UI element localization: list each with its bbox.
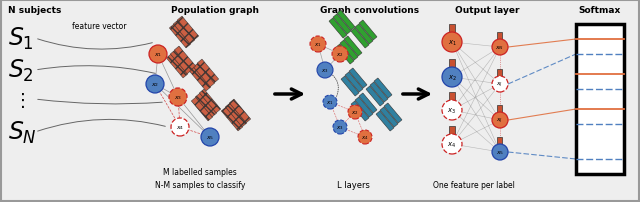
Polygon shape [225, 104, 246, 127]
Circle shape [492, 144, 508, 160]
Polygon shape [221, 108, 243, 131]
Polygon shape [174, 47, 196, 70]
Text: $x_5$: $x_5$ [496, 148, 504, 156]
Polygon shape [351, 101, 369, 121]
Polygon shape [170, 51, 191, 75]
Polygon shape [366, 86, 384, 106]
Bar [449, 25, 455, 33]
Text: $x_j$: $x_j$ [497, 80, 504, 89]
Text: $x_1$: $x_1$ [314, 41, 322, 49]
Polygon shape [191, 98, 212, 121]
Circle shape [317, 63, 333, 79]
Circle shape [492, 77, 508, 93]
Circle shape [146, 76, 164, 94]
Polygon shape [193, 64, 214, 87]
Text: $x_j$: $x_j$ [497, 116, 504, 125]
Polygon shape [344, 37, 362, 57]
Polygon shape [329, 19, 347, 39]
Polygon shape [345, 73, 363, 93]
Polygon shape [355, 98, 373, 117]
Text: $x_2$: $x_2$ [151, 81, 159, 88]
Text: $S_1$: $S_1$ [8, 26, 34, 52]
Text: $\vdots$: $\vdots$ [13, 90, 25, 109]
Bar [497, 105, 502, 112]
Circle shape [442, 68, 462, 87]
Polygon shape [189, 68, 211, 92]
Polygon shape [349, 69, 367, 89]
Circle shape [310, 37, 326, 53]
Polygon shape [351, 29, 369, 49]
Text: L layers: L layers [337, 180, 369, 189]
Polygon shape [384, 103, 402, 123]
Circle shape [333, 120, 347, 134]
Circle shape [348, 105, 362, 119]
Text: M labelled samples
N-M samples to classify: M labelled samples N-M samples to classi… [155, 168, 245, 189]
Bar [449, 126, 455, 134]
Polygon shape [376, 112, 394, 131]
Text: $x_5$: $x_5$ [206, 133, 214, 141]
Polygon shape [340, 41, 358, 61]
Text: $x_4$: $x_4$ [361, 133, 369, 141]
Text: Output layer: Output layer [455, 6, 519, 15]
Bar [449, 93, 455, 101]
Text: $x_3$: $x_3$ [336, 123, 344, 131]
Text: One feature per label: One feature per label [433, 180, 515, 189]
Polygon shape [195, 94, 217, 117]
Text: Softmax: Softmax [579, 6, 621, 15]
Polygon shape [341, 77, 359, 97]
Polygon shape [229, 100, 251, 123]
Polygon shape [336, 45, 354, 65]
Text: $S_2$: $S_2$ [8, 58, 34, 84]
Text: $x_3$: $x_3$ [447, 106, 456, 115]
Text: $x_4$: $x_4$ [176, 123, 184, 131]
Text: Population graph: Population graph [171, 6, 259, 15]
Text: feature vector: feature vector [72, 22, 127, 31]
Polygon shape [355, 25, 373, 45]
Polygon shape [380, 107, 398, 127]
Text: $x_2$: $x_2$ [336, 51, 344, 59]
Text: $x_4$: $x_4$ [447, 140, 456, 149]
Text: Graph convolutions: Graph convolutions [321, 6, 420, 15]
Circle shape [442, 101, 462, 120]
Polygon shape [199, 90, 221, 113]
Text: $x_1$: $x_1$ [326, 99, 333, 106]
Text: $x_N$: $x_N$ [495, 44, 504, 52]
Circle shape [358, 130, 372, 144]
Circle shape [323, 96, 337, 109]
Circle shape [332, 47, 348, 63]
Circle shape [442, 33, 462, 53]
Polygon shape [170, 25, 191, 49]
Circle shape [149, 46, 167, 64]
Bar [449, 60, 455, 68]
Circle shape [201, 128, 219, 146]
Circle shape [169, 88, 187, 106]
Text: $x_3$: $x_3$ [321, 67, 329, 75]
Circle shape [492, 40, 508, 56]
Bar [497, 137, 502, 144]
Text: $x_1$: $x_1$ [154, 51, 162, 59]
Bar [497, 32, 502, 39]
Polygon shape [374, 79, 392, 99]
Circle shape [492, 113, 508, 128]
Circle shape [171, 118, 189, 136]
Polygon shape [359, 94, 377, 114]
Text: $x_3$: $x_3$ [174, 94, 182, 101]
Text: $x_1$: $x_1$ [447, 38, 456, 47]
Circle shape [442, 134, 462, 154]
Polygon shape [337, 11, 355, 31]
Bar [576, 25, 624, 174]
Polygon shape [333, 15, 351, 35]
Text: $x_2$: $x_2$ [447, 73, 456, 82]
Polygon shape [173, 21, 195, 45]
Polygon shape [370, 83, 388, 103]
Bar [497, 69, 502, 76]
Text: $S_N$: $S_N$ [8, 119, 37, 145]
Polygon shape [177, 17, 198, 41]
Polygon shape [166, 55, 188, 79]
Text: N subjects: N subjects [8, 6, 61, 15]
Polygon shape [197, 60, 219, 83]
Polygon shape [359, 21, 377, 41]
Text: $x_2$: $x_2$ [351, 108, 359, 116]
